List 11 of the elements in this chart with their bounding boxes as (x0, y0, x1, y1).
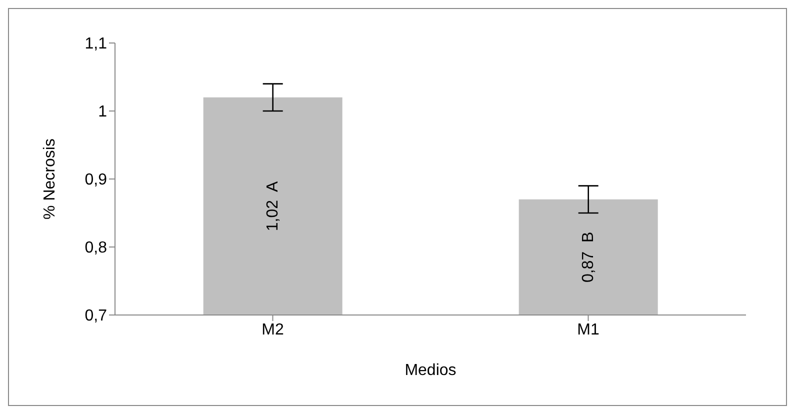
y-tick-label: 0,8 (84, 240, 108, 257)
data-label: 0,87 B (580, 232, 597, 283)
y-tick-label: 1 (98, 104, 108, 121)
x-axis-title: Medios (404, 362, 456, 379)
data-label: 1,02 A (264, 180, 282, 232)
x-tick-label: M1 (577, 321, 600, 338)
y-tick-label: 1,1 (84, 36, 108, 53)
y-tick-label: 0,7 (84, 308, 108, 325)
y-axis-title: % Necrosis (42, 138, 59, 220)
y-tick-label: 0,9 (84, 172, 108, 189)
x-tick-label: M2 (262, 321, 284, 338)
